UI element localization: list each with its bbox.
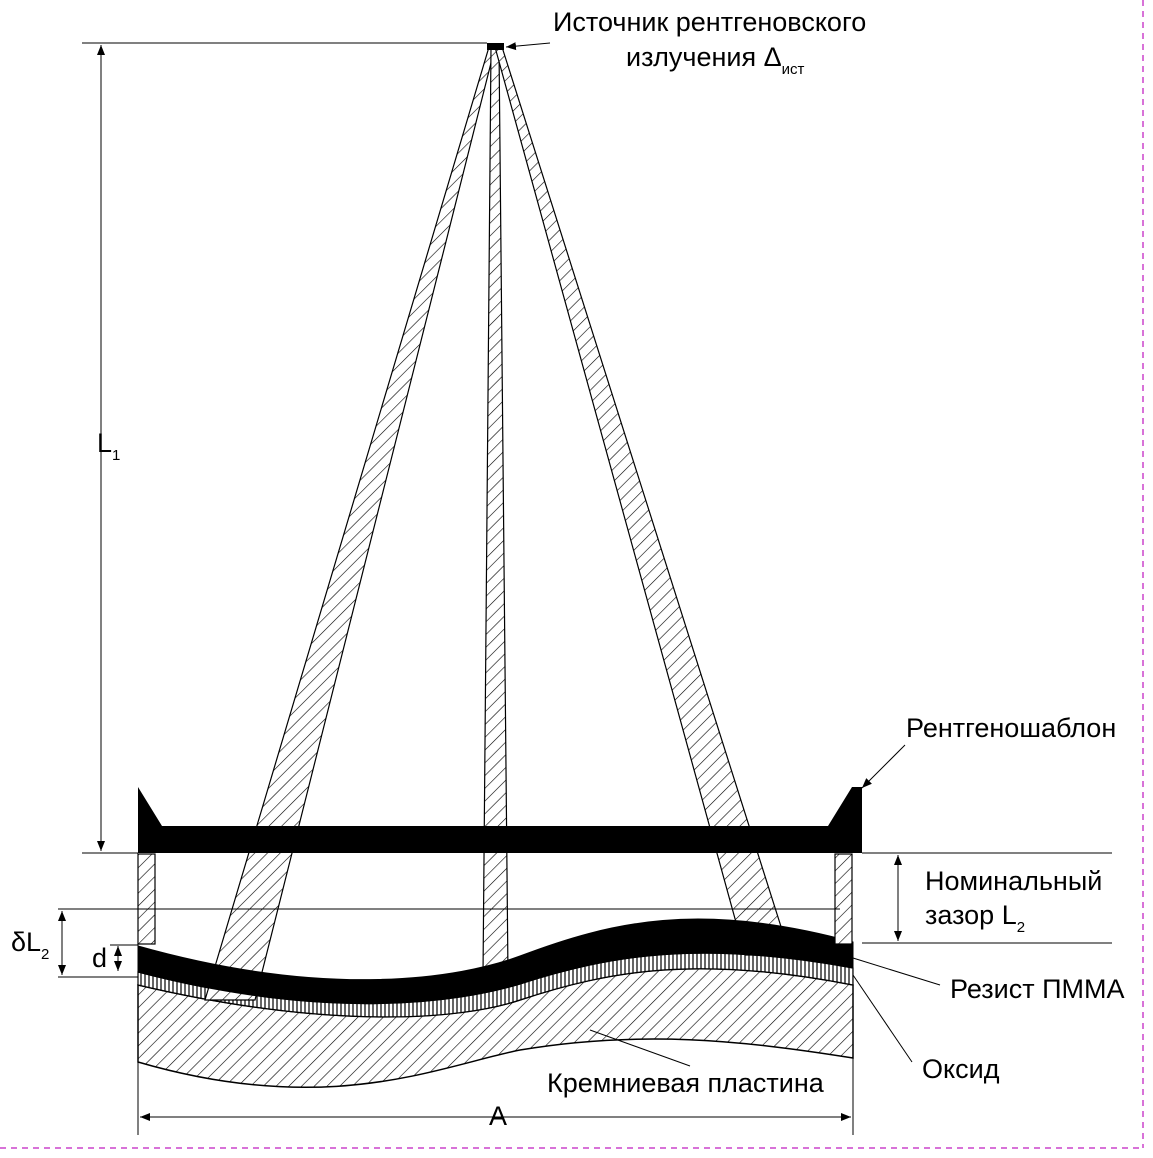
leader-mask [861, 744, 906, 789]
gap-label-main: зазор L [925, 900, 1017, 930]
wafer-label: Кремниевая пластина [547, 1068, 825, 1098]
source-label-main: излучения Δ [626, 42, 782, 72]
dim-A-label: A [489, 1101, 507, 1131]
dim-dL2-subscript: 2 [41, 946, 49, 963]
source-label-subscript: ист [782, 61, 805, 78]
gap-label-subscript: 2 [1017, 919, 1025, 936]
dim-L1-main: L [97, 428, 112, 458]
xray-mask [138, 787, 862, 853]
leader-source [505, 42, 551, 51]
dim-dL2-label: δL2 [11, 927, 49, 963]
resist-label: Резист ПММА [950, 974, 1124, 1004]
mask-label: Рентгеношаблон [906, 713, 1116, 743]
gap-label-line1: Номинальный [925, 866, 1102, 896]
source-label-line2: излучения Δист [626, 42, 805, 78]
dim-dL2-main: δL [11, 927, 41, 957]
dim-L1-label: L1 [97, 428, 120, 464]
dim-d-label: d [92, 943, 107, 973]
dim-L1-subscript: 1 [112, 447, 120, 464]
gap-label-line2: зазор L2 [925, 900, 1025, 936]
leader-resist [852, 957, 941, 986]
leader-wafer [589, 1029, 691, 1067]
spacer-right [834, 853, 853, 945]
oxide-label: Оксид [922, 1054, 1000, 1084]
leader-oxide [852, 974, 913, 1063]
beam-right [494, 46, 791, 956]
xray-source [487, 43, 504, 50]
beam-left [204, 46, 496, 1001]
source-label-line1: Источник рентгеновского [553, 7, 866, 37]
spacer-left [137, 853, 156, 945]
